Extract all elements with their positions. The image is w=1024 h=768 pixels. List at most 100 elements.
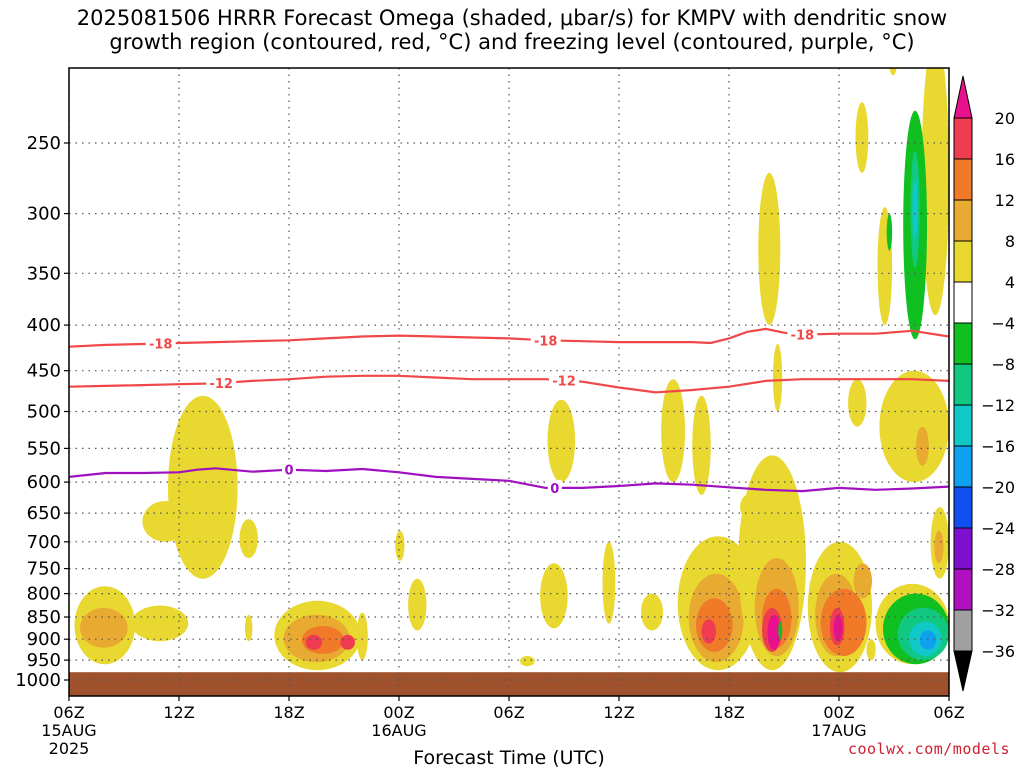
colorbar-label: 20 [995, 109, 1015, 128]
contour-line [69, 467, 949, 493]
colorbar-label: −32 [981, 601, 1015, 620]
omega-region [866, 639, 876, 661]
colorbar-swatch [953, 527, 973, 570]
y-tick-label: 700 [27, 532, 61, 553]
colorbar-label: 12 [995, 191, 1015, 210]
contour-label-bg [787, 326, 818, 343]
colorbar-label: −36 [981, 642, 1015, 661]
colorbar-label: 8 [1005, 232, 1015, 251]
colorbar-bottom-arrow [953, 650, 973, 692]
colorbar-label: −4 [991, 314, 1015, 333]
colorbar-swatch [953, 445, 973, 488]
omega-region [661, 379, 685, 483]
omega-region [912, 179, 918, 239]
y-tick-label: 400 [27, 315, 61, 336]
omega-region [833, 614, 843, 642]
omega-region [340, 634, 356, 650]
colorbar-label: 4 [1005, 273, 1015, 292]
omega-region [916, 426, 929, 466]
x-tick-date: 15AUG [41, 721, 96, 740]
omega-region [855, 102, 869, 173]
colorbar: 20 16 12 8 4 −4 −8 −12 −16 −20 −24 −28 −32 −36 [953, 75, 1015, 692]
y-tick-label: 850 [27, 607, 61, 628]
omega-region [356, 612, 368, 661]
omega-region [701, 619, 717, 644]
omega-region [919, 630, 937, 650]
y-tick-label: 500 [27, 402, 61, 423]
colorbar-label: −8 [991, 355, 1015, 374]
omega-region [889, 68, 897, 76]
y-tick-label: 550 [27, 438, 61, 459]
contour-label: -18 [534, 334, 558, 349]
x-tick-year: 2025 [49, 739, 90, 758]
x-tick-label: 00Z [383, 703, 414, 722]
omega-region [239, 519, 258, 559]
x-tick-label: 18Z [273, 703, 304, 722]
colorbar-swatch [953, 404, 973, 447]
omega-region [408, 578, 427, 631]
colorbar-swatch [953, 281, 973, 324]
ground-below-surface [69, 672, 949, 696]
x-tick-label: 06Z [53, 703, 84, 722]
colorbar-label: −12 [981, 396, 1015, 415]
y-tick-label: 1000 [15, 670, 61, 691]
y-tick-label: 750 [27, 559, 61, 580]
colorbar-swatch [953, 486, 973, 529]
omega-shading [74, 68, 949, 680]
x-tick-label: 00Z [823, 703, 854, 722]
contour-label: -18 [791, 329, 815, 344]
omega-region [305, 634, 323, 650]
x-tick-date: 16AUG [371, 721, 426, 740]
x-tick-label: 06Z [933, 703, 964, 722]
colorbar-swatch [953, 117, 973, 160]
omega-region [547, 399, 576, 483]
contour-label: 0 [550, 482, 559, 497]
colorbar-top-arrow [953, 75, 973, 119]
chart-title: 2025081506 HRRR Forecast Omega (shaded, … [0, 6, 1024, 54]
omega-region [520, 656, 535, 667]
x-tick-label: 06Z [493, 703, 524, 722]
colorbar-swatch [953, 609, 973, 652]
colorbar-label: −16 [981, 437, 1015, 456]
omega-region [853, 563, 872, 599]
y-tick-label: 650 [27, 503, 61, 524]
contour-label-bg [206, 375, 237, 391]
omega-region [540, 563, 568, 629]
x-tick-label: 12Z [603, 703, 634, 722]
contour-label: -18 [149, 338, 173, 353]
colorbar-swatch [953, 240, 973, 283]
omega-region [641, 593, 663, 631]
contour-label: -12 [209, 377, 233, 392]
colorbar-label: −20 [981, 478, 1015, 497]
colorbar-swatch [953, 158, 973, 201]
omega-region [934, 530, 944, 564]
omega-region [879, 370, 949, 483]
contour-label-bg [530, 332, 561, 349]
omega-region [131, 605, 189, 642]
contour-label: -12 [552, 375, 576, 390]
x-tick-label: 18Z [713, 703, 744, 722]
colorbar-swatch [953, 568, 973, 611]
contour-label-bg [547, 479, 562, 496]
colorbar-label: −24 [981, 519, 1015, 538]
site-credit: coolwx.com/models [847, 740, 1010, 758]
contour-label: 0 [284, 464, 293, 479]
y-tick-label: 300 [27, 204, 61, 225]
omega-region [245, 614, 253, 642]
omega-region [692, 395, 711, 495]
x-tick-date: 17AUG [811, 721, 866, 740]
contour-label-bg [282, 461, 296, 478]
contour-label-bg [145, 335, 176, 352]
omega-region [886, 213, 893, 251]
title-line-1: 2025081506 HRRR Forecast Omega (shaded, … [76, 6, 948, 30]
y-tick-label: 950 [27, 650, 61, 671]
contour-label-bg [549, 372, 579, 389]
colorbar-swatch [953, 322, 973, 365]
y-tick-label: 800 [27, 584, 61, 605]
omega-region [767, 614, 781, 650]
colorbar-label: 16 [995, 150, 1015, 169]
omega-region [80, 607, 128, 648]
y-tick-label: 450 [27, 361, 61, 382]
